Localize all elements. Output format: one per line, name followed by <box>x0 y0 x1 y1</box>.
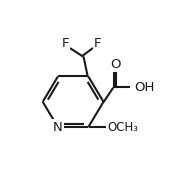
Text: N: N <box>53 121 63 134</box>
Text: F: F <box>94 37 101 51</box>
Text: F: F <box>62 37 69 51</box>
Text: O: O <box>110 58 120 70</box>
Text: OH: OH <box>134 81 154 94</box>
Text: OCH₃: OCH₃ <box>107 121 138 134</box>
